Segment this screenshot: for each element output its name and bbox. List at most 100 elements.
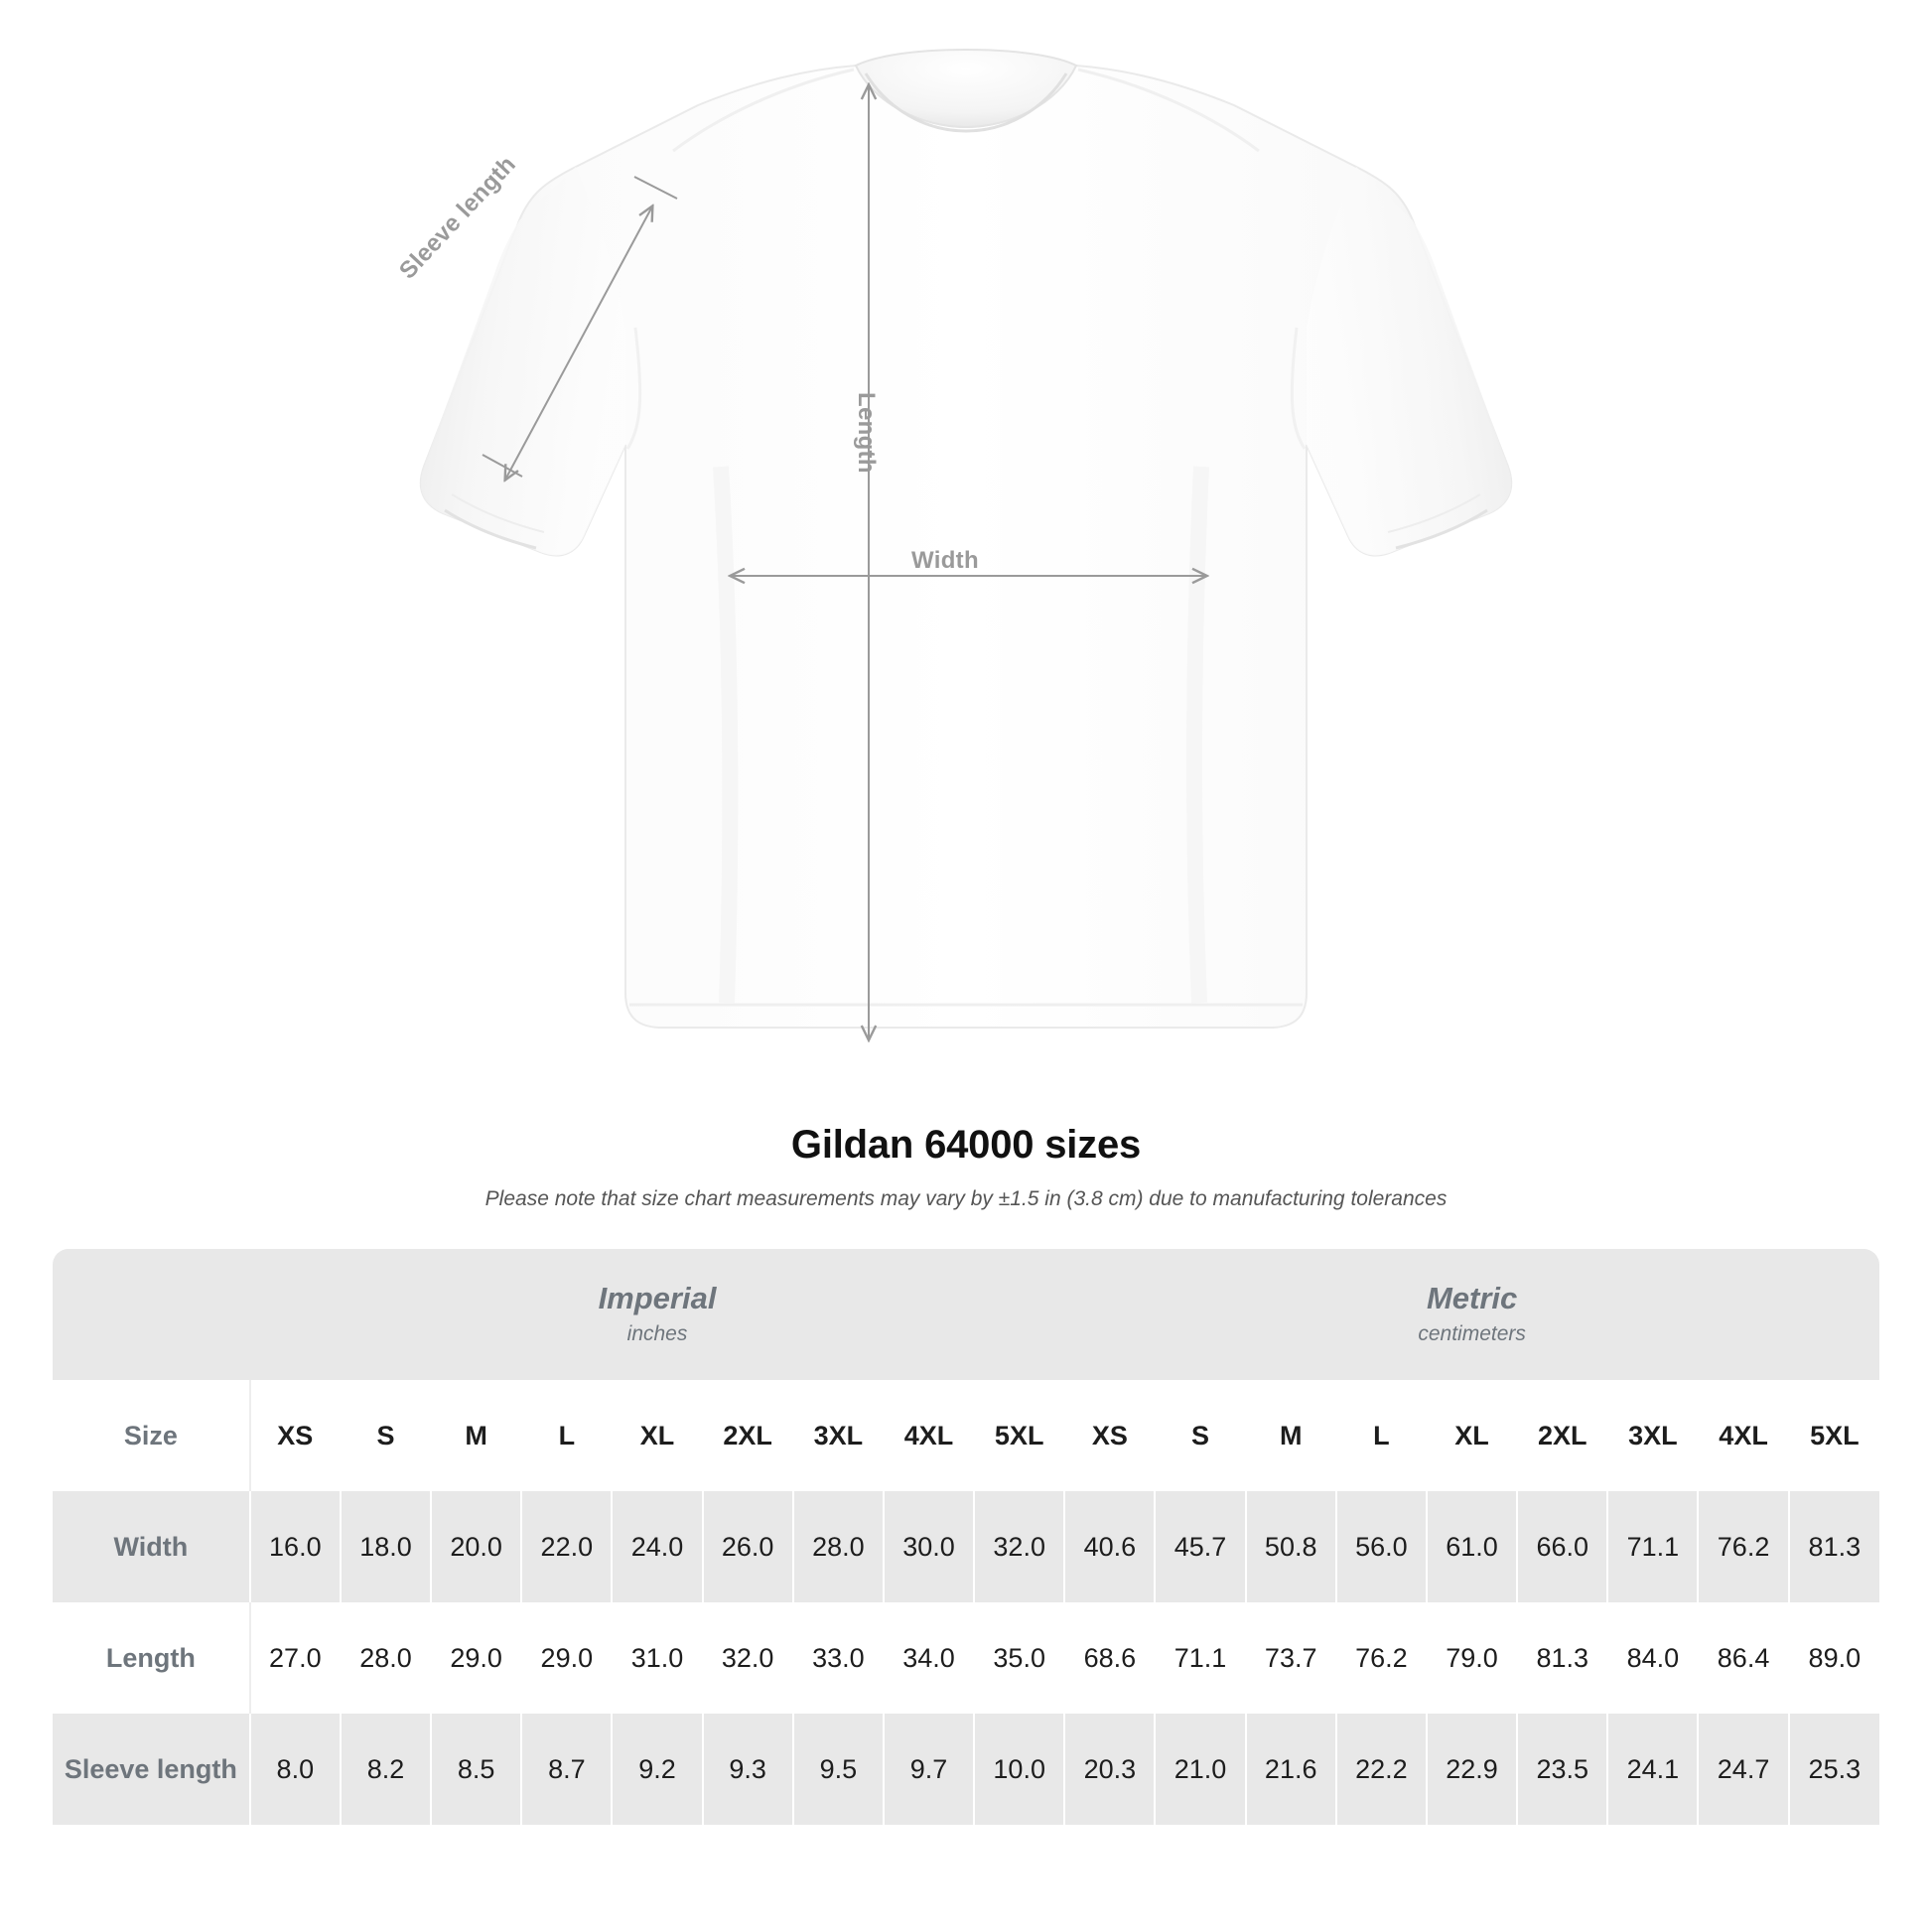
size-header-imperial-s: S	[340, 1380, 433, 1491]
cell-length-imperial-5xl: 35.0	[974, 1602, 1066, 1714]
size-header-metric-xl: XL	[1426, 1380, 1519, 1491]
cell-sleeve-length-metric-xl: 22.9	[1426, 1714, 1519, 1825]
garment-illustration: Sleeve length Length Width	[394, 48, 1513, 1097]
row-header-width: Width	[53, 1491, 251, 1602]
cell-sleeve-length-imperial-l: 8.7	[521, 1714, 614, 1825]
cell-width-metric-4xl: 76.2	[1698, 1491, 1790, 1602]
table-row-size-header: Size XS S M L XL 2XL 3XL 4XL 5XL XS S M L XL 2XL 3XL 4XL 5…	[53, 1380, 1879, 1491]
unit-group-name: Imperial	[598, 1280, 717, 1315]
cell-length-imperial-s: 28.0	[340, 1602, 433, 1714]
cell-sleeve-length-imperial-2xl: 9.3	[702, 1714, 794, 1825]
cell-length-metric-m: 73.7	[1245, 1602, 1337, 1714]
tolerance-note: Please note that size chart measurements…	[484, 1187, 1448, 1210]
cell-width-metric-5xl: 81.3	[1788, 1491, 1879, 1602]
size-header-imperial-m: M	[431, 1380, 523, 1491]
table-row-length: Length 27.0 28.0 29.0 29.0 31.0 32.0 33.0 34.0 35…	[53, 1602, 1879, 1714]
cell-width-imperial-xl: 24.0	[612, 1491, 704, 1602]
row-header-size: Size	[53, 1380, 251, 1491]
size-header-imperial-xs: XS	[248, 1380, 342, 1491]
unit-group-imperial: Imperial inches	[249, 1249, 1065, 1380]
title-block: Gildan 64000 sizes Please note that size…	[0, 1123, 1932, 1211]
unit-band-spacer	[53, 1249, 250, 1380]
cell-sleeve-length-imperial-5xl: 10.0	[974, 1714, 1066, 1825]
size-header-metric-4xl: 4XL	[1698, 1380, 1790, 1491]
cell-width-imperial-2xl: 26.0	[702, 1491, 794, 1602]
table-row-sleeve-length: Sleeve length 8.0 8.2 8.5 8.7 9.2 9.3 9.5 9.7 10.…	[53, 1714, 1879, 1825]
cell-width-metric-3xl: 71.1	[1607, 1491, 1700, 1602]
cell-length-metric-l: 76.2	[1335, 1602, 1428, 1714]
size-header-imperial-4xl: 4XL	[883, 1380, 976, 1491]
unit-group-metric: Metric centimeters	[1064, 1249, 1879, 1380]
cell-width-imperial-3xl: 28.0	[792, 1491, 885, 1602]
cell-width-metric-2xl: 66.0	[1517, 1491, 1609, 1602]
cell-length-imperial-l: 29.0	[521, 1602, 614, 1714]
cell-width-imperial-s: 18.0	[340, 1491, 433, 1602]
unit-group-header-row: Imperial inches Metric centimeters	[53, 1249, 1879, 1380]
size-chart-table-wrapper: Imperial inches Metric centimeters Size XS S M L…	[53, 1249, 1879, 1825]
cell-sleeve-length-metric-l: 22.2	[1335, 1714, 1428, 1825]
cell-width-metric-m: 50.8	[1245, 1491, 1337, 1602]
width-label: Width	[911, 547, 979, 574]
size-header-metric-s: S	[1155, 1380, 1247, 1491]
row-header-sleeve-length: Sleeve length	[53, 1714, 251, 1825]
tshirt-body-shape	[419, 48, 1513, 1029]
cell-width-imperial-l: 22.0	[521, 1491, 614, 1602]
cell-length-imperial-3xl: 33.0	[792, 1602, 885, 1714]
cell-length-imperial-xs: 27.0	[248, 1602, 342, 1714]
cell-length-imperial-xl: 31.0	[612, 1602, 704, 1714]
page-title: Gildan 64000 sizes	[790, 1123, 1142, 1167]
size-header-imperial-l: L	[521, 1380, 614, 1491]
cell-sleeve-length-imperial-4xl: 9.7	[883, 1714, 976, 1825]
cell-width-metric-xl: 61.0	[1426, 1491, 1519, 1602]
sleeve-length-arrow	[505, 207, 652, 480]
size-header-metric-5xl: 5XL	[1788, 1380, 1879, 1491]
cell-length-metric-s: 71.1	[1155, 1602, 1247, 1714]
unit-group-name: Metric	[1426, 1280, 1518, 1315]
sleeve-tick-bottom	[482, 454, 523, 478]
cell-width-metric-s: 45.7	[1155, 1491, 1247, 1602]
tshirt-diagram	[419, 48, 1513, 1097]
cell-width-imperial-5xl: 32.0	[974, 1491, 1066, 1602]
cell-length-metric-xl: 79.0	[1426, 1602, 1519, 1714]
unit-group-subtitle: inches	[626, 1321, 688, 1345]
cell-sleeve-length-metric-3xl: 24.1	[1607, 1714, 1700, 1825]
cell-length-metric-xs: 68.6	[1063, 1602, 1157, 1714]
size-header-imperial-3xl: 3XL	[792, 1380, 885, 1491]
cell-length-imperial-2xl: 32.0	[702, 1602, 794, 1714]
cell-length-metric-5xl: 89.0	[1788, 1602, 1879, 1714]
cell-sleeve-length-metric-2xl: 23.5	[1517, 1714, 1609, 1825]
cell-width-imperial-4xl: 30.0	[883, 1491, 976, 1602]
cell-sleeve-length-metric-s: 21.0	[1155, 1714, 1247, 1825]
cell-width-imperial-m: 20.0	[431, 1491, 523, 1602]
size-header-metric-xs: XS	[1063, 1380, 1157, 1491]
cell-width-metric-l: 56.0	[1335, 1491, 1428, 1602]
cell-length-imperial-m: 29.0	[431, 1602, 523, 1714]
size-header-metric-3xl: 3XL	[1607, 1380, 1700, 1491]
size-header-metric-l: L	[1335, 1380, 1428, 1491]
size-header-metric-m: M	[1245, 1380, 1337, 1491]
cell-width-metric-xs: 40.6	[1063, 1491, 1157, 1602]
size-header-imperial-xl: XL	[612, 1380, 704, 1491]
cell-sleeve-length-metric-m: 21.6	[1245, 1714, 1337, 1825]
cell-sleeve-length-imperial-xl: 9.2	[612, 1714, 704, 1825]
cell-sleeve-length-metric-5xl: 25.3	[1788, 1714, 1879, 1825]
cell-length-metric-4xl: 86.4	[1698, 1602, 1790, 1714]
cell-sleeve-length-metric-4xl: 24.7	[1698, 1714, 1790, 1825]
size-header-imperial-2xl: 2XL	[702, 1380, 794, 1491]
cell-length-imperial-4xl: 34.0	[883, 1602, 976, 1714]
cell-sleeve-length-imperial-s: 8.2	[340, 1714, 433, 1825]
size-header-imperial-5xl: 5XL	[974, 1380, 1066, 1491]
cell-width-imperial-xs: 16.0	[248, 1491, 342, 1602]
table-row-width: Width 16.0 18.0 20.0 22.0 24.0 26.0 28.0 30.0 32.…	[53, 1491, 1879, 1602]
length-label: Length	[853, 392, 880, 474]
size-chart-table: Imperial inches Metric centimeters Size XS S M L…	[53, 1249, 1879, 1825]
cell-sleeve-length-metric-xs: 20.3	[1063, 1714, 1157, 1825]
unit-group-subtitle: centimeters	[1418, 1321, 1526, 1345]
sleeve-tick-top	[633, 176, 678, 200]
cell-length-metric-3xl: 84.0	[1607, 1602, 1700, 1714]
size-header-metric-2xl: 2XL	[1517, 1380, 1609, 1491]
cell-length-metric-2xl: 81.3	[1517, 1602, 1609, 1714]
cell-sleeve-length-imperial-xs: 8.0	[248, 1714, 342, 1825]
row-header-length: Length	[53, 1602, 251, 1714]
measurement-lines	[482, 85, 1206, 1039]
